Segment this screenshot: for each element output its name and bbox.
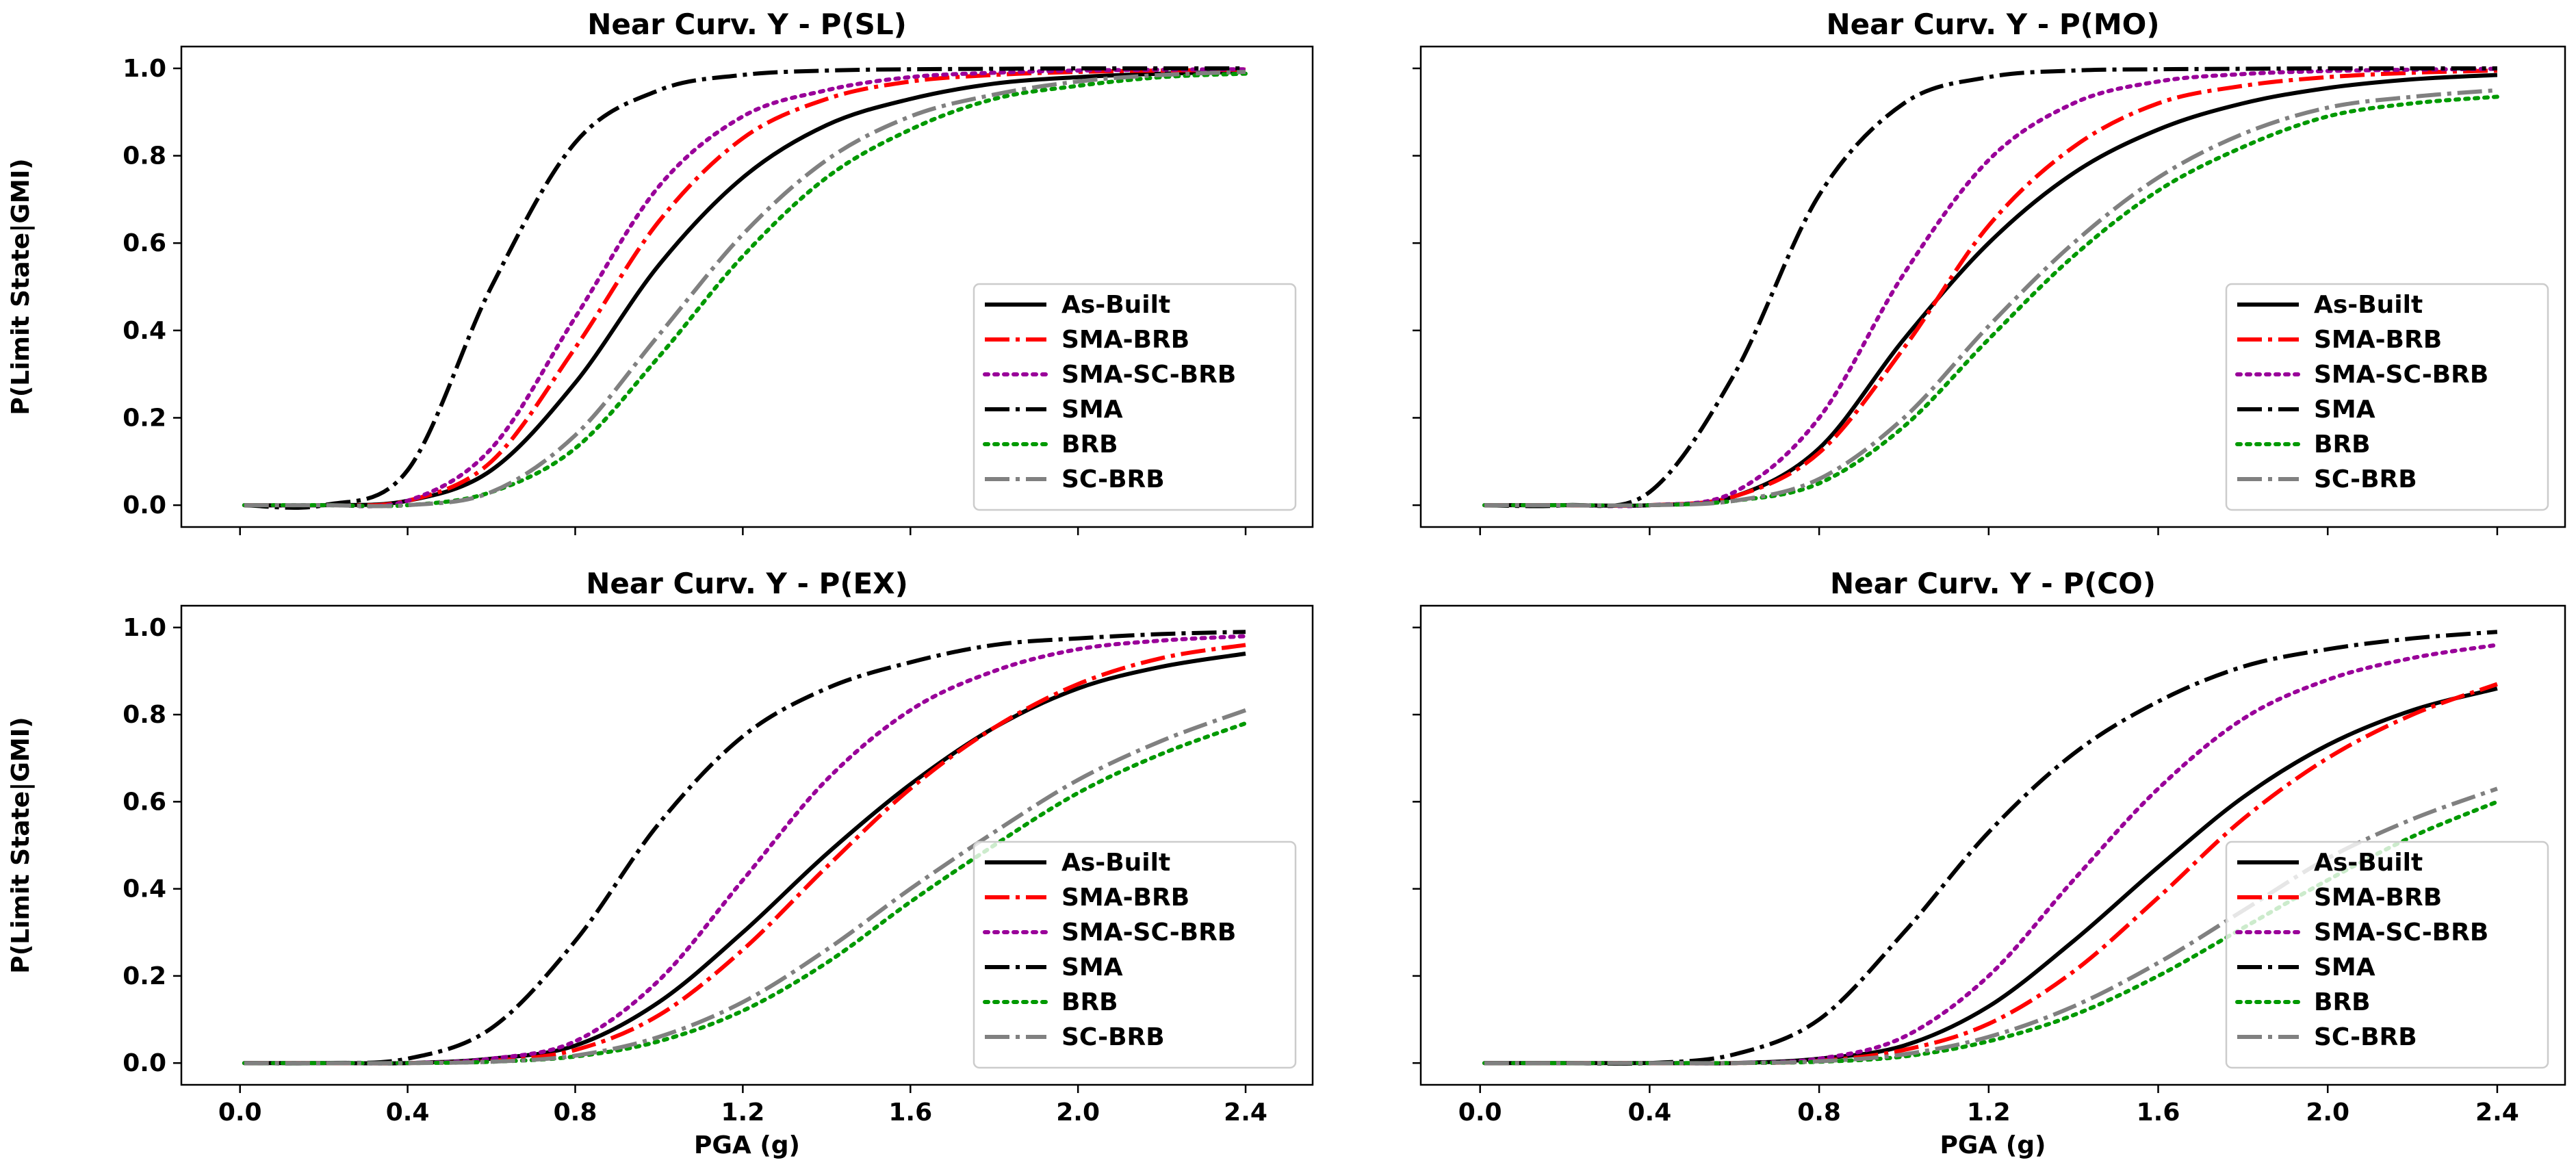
chart1-legend-label-brb: BRB (1061, 431, 1118, 459)
chart3-xlabel: PGA (g) (694, 1131, 800, 1159)
chart1-ylabel: P(Limit State|GMI) (7, 158, 35, 415)
chart3-ytick-label: 0.2 (123, 962, 166, 990)
chart3-series-sma-sc-brb (242, 634, 1248, 1066)
chart2-legend-label-sma-sc-brb: SMA-SC-BRB (2314, 361, 2488, 389)
chart4-xtick-label: 0.8 (1797, 1099, 1841, 1127)
chart3-xtick-label: 1.6 (888, 1099, 932, 1127)
chart1-ytick-label: 0.4 (123, 317, 166, 345)
chart3-xtick-label: 0.8 (554, 1099, 597, 1127)
chart3-legend (973, 840, 1297, 1069)
chart3-legend-label-brb: BRB (1061, 988, 1118, 1016)
chart1-series-sma-sc-brb (242, 67, 1248, 509)
chart3-xtick-label: 0.0 (218, 1099, 262, 1127)
chart4-legend-label-sma: SMA (2314, 953, 2375, 981)
chart2-legend-label-sma-brb: SMA-BRB (2314, 326, 2442, 354)
chart3-title: Near Curv. Y - P(EX) (586, 567, 908, 600)
chart4-xtick-label: 2.0 (2306, 1099, 2349, 1127)
chart4-xlabel: PGA (g) (1940, 1131, 2046, 1159)
chart4-legend-label-sc-brb: SC-BRB (2314, 1023, 2417, 1051)
chart1-title: Near Curv. Y - P(SL) (587, 8, 907, 41)
chart4-legend-label-sma-sc-brb: SMA-SC-BRB (2314, 918, 2488, 947)
chart3-legend-label-sma-sc-brb: SMA-SC-BRB (1061, 918, 1236, 947)
chart4-xtick-label: 0.4 (1628, 1099, 1672, 1127)
chart1-series-sma (244, 66, 1246, 510)
chart1-legend (973, 283, 1297, 511)
chart3-legend-label-sma: SMA (1061, 953, 1123, 981)
chart4-title: Near Curv. Y - P(CO) (1830, 567, 2156, 600)
chart1-ytick-label: 0.6 (123, 229, 166, 257)
chart1-ytick-label: 0.8 (123, 142, 166, 170)
chart1-ytick-label: 0.0 (123, 491, 166, 519)
chart3-legend-label-sma-brb: SMA-BRB (1061, 884, 1189, 912)
chart4-xtick-label: 1.2 (1967, 1099, 2011, 1127)
chart4-legend-label-sma-brb: SMA-BRB (2314, 884, 2442, 912)
chart1-legend-label-as-built: As-Built (1061, 291, 1170, 319)
chart2-legend-label-brb: BRB (2314, 431, 2371, 459)
chart1-ytick-label: 0.2 (123, 404, 166, 432)
chart3-series-sma (244, 630, 1246, 1066)
chart1-legend-label-sma: SMA (1061, 396, 1123, 424)
chart1-series-sc-brb (244, 70, 1246, 509)
chart3-xtick-label: 1.2 (721, 1099, 764, 1127)
chart1-legend-label-sma-sc-brb: SMA-SC-BRB (1061, 361, 1236, 389)
chart3-legend-label-sc-brb: SC-BRB (1061, 1023, 1165, 1051)
chart3-series-sc-brb (244, 708, 1247, 1066)
chart2-series-sma (1484, 66, 2497, 509)
chart2-legend-label-as-built: As-Built (2314, 291, 2423, 319)
chart3-ytick-label: 0.8 (123, 701, 166, 729)
chart4-legend (2225, 840, 2549, 1069)
chart2-series-sc-brb (1484, 88, 2498, 508)
chart3-ylabel: P(Limit State|GMI) (7, 717, 35, 973)
chart3-ytick-label: 0.4 (123, 875, 166, 903)
chart2-legend-label-sma: SMA (2314, 396, 2375, 424)
chart4-xtick-label: 2.4 (2475, 1099, 2519, 1127)
chart3-ytick-label: 0.0 (123, 1049, 166, 1077)
chart4-series-sc-brb (1484, 786, 2498, 1066)
chart4-xtick-label: 0.0 (1458, 1099, 1502, 1127)
chart1-ytick-label: 1.0 (123, 55, 166, 83)
chart2-legend-label-sc-brb: SC-BRB (2314, 465, 2417, 493)
chart2-legend (2225, 283, 2549, 511)
chart3-legend-label-as-built: As-Built (1061, 849, 1170, 877)
chart3-xtick-label: 0.4 (386, 1099, 430, 1127)
chart3-xtick-label: 2.0 (1056, 1099, 1100, 1127)
chart1-legend-label-sma-brb: SMA-BRB (1061, 326, 1189, 354)
chart4-xtick-label: 1.6 (2137, 1099, 2180, 1127)
chart3-ytick-label: 0.6 (123, 788, 166, 816)
chart2-title: Near Curv. Y - P(MO) (1826, 8, 2159, 41)
chart4-legend-label-brb: BRB (2314, 988, 2371, 1016)
chart4-legend-label-as-built: As-Built (2314, 849, 2423, 877)
chart3-ytick-label: 1.0 (123, 614, 166, 642)
chart1-legend-label-sc-brb: SC-BRB (1061, 465, 1165, 493)
chart3-xtick-label: 2.4 (1224, 1099, 1267, 1127)
